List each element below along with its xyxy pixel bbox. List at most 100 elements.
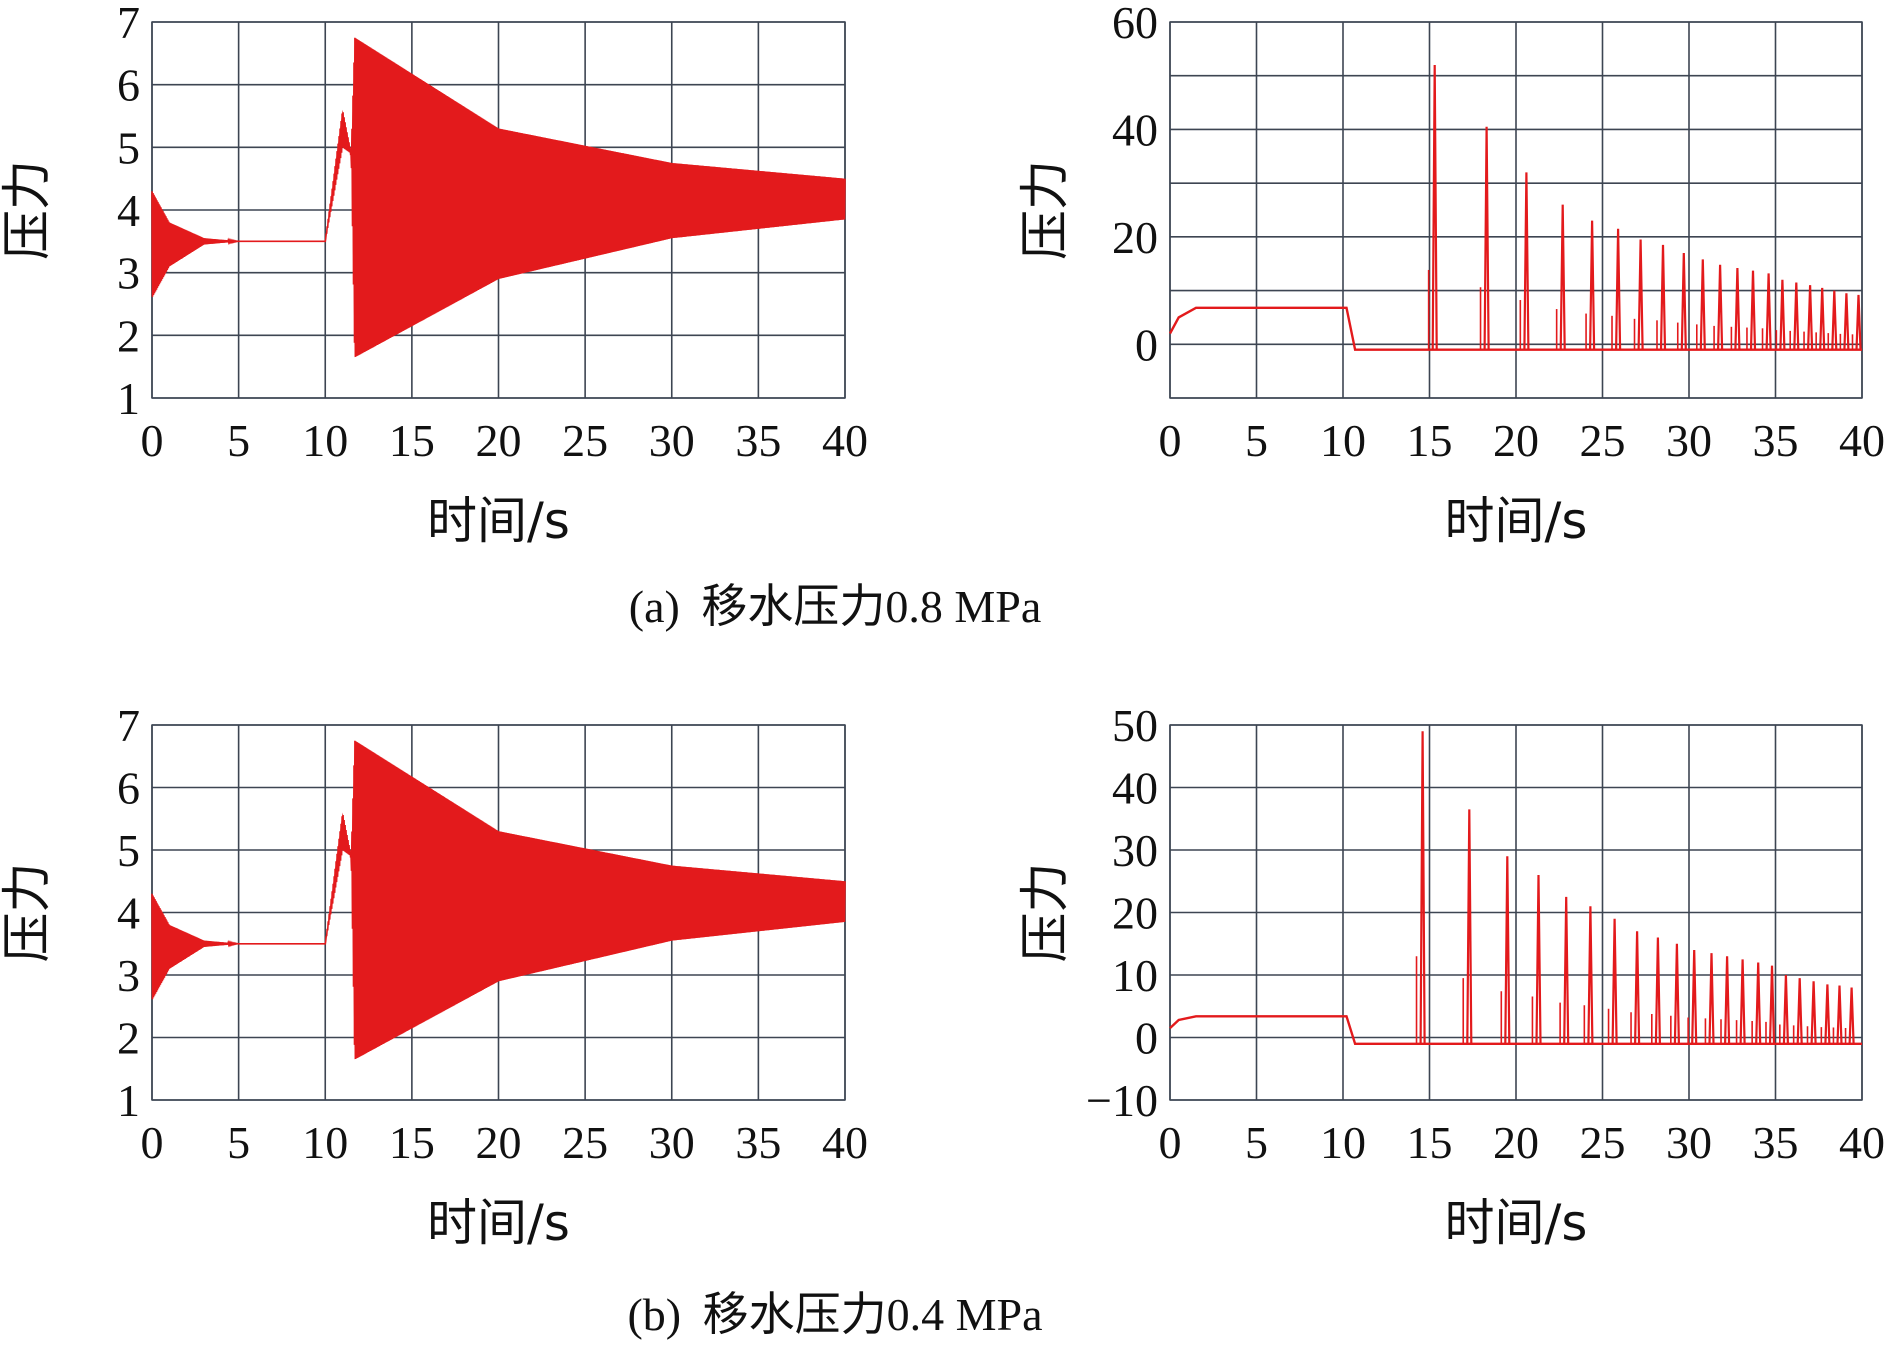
x-tick-label: 20 — [476, 1117, 522, 1168]
y-tick-label: 30 — [1112, 825, 1158, 876]
x-tick-label: 10 — [1320, 415, 1366, 466]
x-tick-label: 40 — [1839, 1117, 1885, 1168]
y-tick-label: 1 — [117, 373, 140, 424]
x-tick-label: 15 — [1407, 415, 1453, 466]
pressure-spike — [1819, 287, 1826, 350]
x-tick-label: 30 — [649, 1117, 695, 1168]
y-tick-label: 0 — [1135, 1013, 1158, 1064]
pressure-spike — [1768, 965, 1776, 1044]
pressure-spike — [1611, 918, 1618, 1044]
pressure-spike — [1563, 896, 1570, 1044]
x-axis-title: 时间/s — [427, 1194, 570, 1252]
pressure-spike — [1559, 204, 1566, 350]
pressure-spike — [1483, 126, 1490, 350]
x-tick-label: 5 — [1245, 415, 1268, 466]
pressure-spike — [1779, 279, 1786, 350]
x-tick-label: 25 — [1580, 415, 1626, 466]
pressure-spike — [1724, 956, 1731, 1044]
pressure-spike — [1637, 239, 1644, 350]
x-tick-label: 0 — [141, 1117, 164, 1168]
pressure-spike — [1717, 264, 1724, 350]
pressure-spike — [1782, 974, 1789, 1044]
x-tick-label: 0 — [1159, 1117, 1182, 1168]
y-tick-label: 40 — [1112, 763, 1158, 814]
caption-b-label: (b) — [627, 1289, 681, 1340]
pressure-spike — [1691, 949, 1698, 1044]
x-tick-label: 25 — [1580, 1117, 1626, 1168]
x-tick-label: 5 — [227, 1117, 250, 1168]
pressure-spike — [1654, 937, 1661, 1044]
pressure-spike — [1831, 290, 1838, 350]
x-tick-label: 25 — [562, 1117, 608, 1168]
pressure-spike — [1634, 931, 1641, 1044]
y-tick-label: 6 — [117, 763, 140, 814]
x-tick-label: 20 — [1493, 1117, 1539, 1168]
x-tick-label: 10 — [1320, 1117, 1366, 1168]
pressure-spike — [1587, 906, 1594, 1044]
y-tick-label: 7 — [117, 700, 140, 751]
pressure-spike — [1755, 962, 1762, 1044]
pressure-spike — [1523, 172, 1530, 350]
x-tick-label: 35 — [735, 1117, 781, 1168]
pressure-spike — [1824, 984, 1831, 1044]
y-tick-label: 60 — [1112, 0, 1158, 48]
x-tick-label: 0 — [141, 415, 164, 466]
x-tick-label: 30 — [1666, 415, 1712, 466]
pressure-spike — [1535, 874, 1542, 1044]
y-tick-label: 6 — [117, 60, 140, 111]
x-tick-label: 15 — [389, 415, 435, 466]
caption-a-label: (a) — [629, 581, 680, 632]
pressure-spike — [1615, 228, 1622, 350]
y-tick-label: 3 — [117, 248, 140, 299]
y-tick-label: 2 — [117, 310, 140, 361]
x-tick-label: 30 — [1666, 1117, 1712, 1168]
y-tick-label: 10 — [1112, 950, 1158, 1001]
pressure-spike — [1673, 943, 1680, 1044]
pressure-spike — [1739, 959, 1746, 1044]
y-tick-label: 7 — [117, 0, 140, 48]
pressure-baseline — [1168, 306, 1862, 351]
pressure-spike — [1589, 220, 1596, 350]
pressure-band — [152, 37, 845, 358]
x-tick-label: 5 — [1245, 1117, 1268, 1168]
pressure-spike — [1793, 282, 1800, 350]
pressure-spike — [1708, 953, 1715, 1044]
y-tick-label: −10 — [1086, 1075, 1158, 1126]
x-tick-label: 20 — [476, 415, 522, 466]
y-axis-title: 压力 — [1016, 863, 1074, 963]
x-tick-label: 25 — [562, 415, 608, 466]
caption-b: (b) 移水压力0.4 MPa — [627, 1289, 1042, 1340]
y-tick-label: 20 — [1112, 212, 1158, 263]
pressure-spike — [1699, 259, 1706, 350]
y-tick-label: 2 — [117, 1013, 140, 1064]
x-tick-label: 35 — [735, 415, 781, 466]
y-tick-label: 20 — [1112, 888, 1158, 939]
y-axis-title: 压力 — [1016, 160, 1074, 260]
pressure-spike — [1749, 270, 1757, 350]
y-tick-label: 0 — [1135, 319, 1158, 370]
pressure-spike — [1843, 293, 1850, 350]
caption-a-text: 移水压力0.8 MPa — [701, 581, 1041, 632]
y-tick-label: 4 — [117, 185, 140, 236]
x-tick-label: 15 — [389, 1117, 435, 1168]
x-tick-label: 40 — [1839, 415, 1885, 466]
pressure-spike — [1848, 987, 1855, 1044]
pressure-spike — [1807, 285, 1814, 350]
x-tick-label: 40 — [822, 1117, 868, 1168]
pressure-spike — [1431, 64, 1438, 350]
pressure-spike — [1765, 273, 1772, 350]
y-tick-label: 40 — [1112, 104, 1158, 155]
x-tick-label: 35 — [1753, 415, 1799, 466]
pressure-spike — [1419, 731, 1426, 1044]
x-axis-title: 时间/s — [1445, 1194, 1588, 1252]
y-axis-title: 压力 — [0, 160, 56, 260]
caption-b-text: 移水压力0.4 MPa — [703, 1289, 1043, 1340]
y-tick-label: 1 — [117, 1075, 140, 1126]
x-axis-title: 时间/s — [1445, 492, 1588, 550]
y-tick-label: 50 — [1112, 700, 1158, 751]
x-tick-label: 0 — [1159, 415, 1182, 466]
